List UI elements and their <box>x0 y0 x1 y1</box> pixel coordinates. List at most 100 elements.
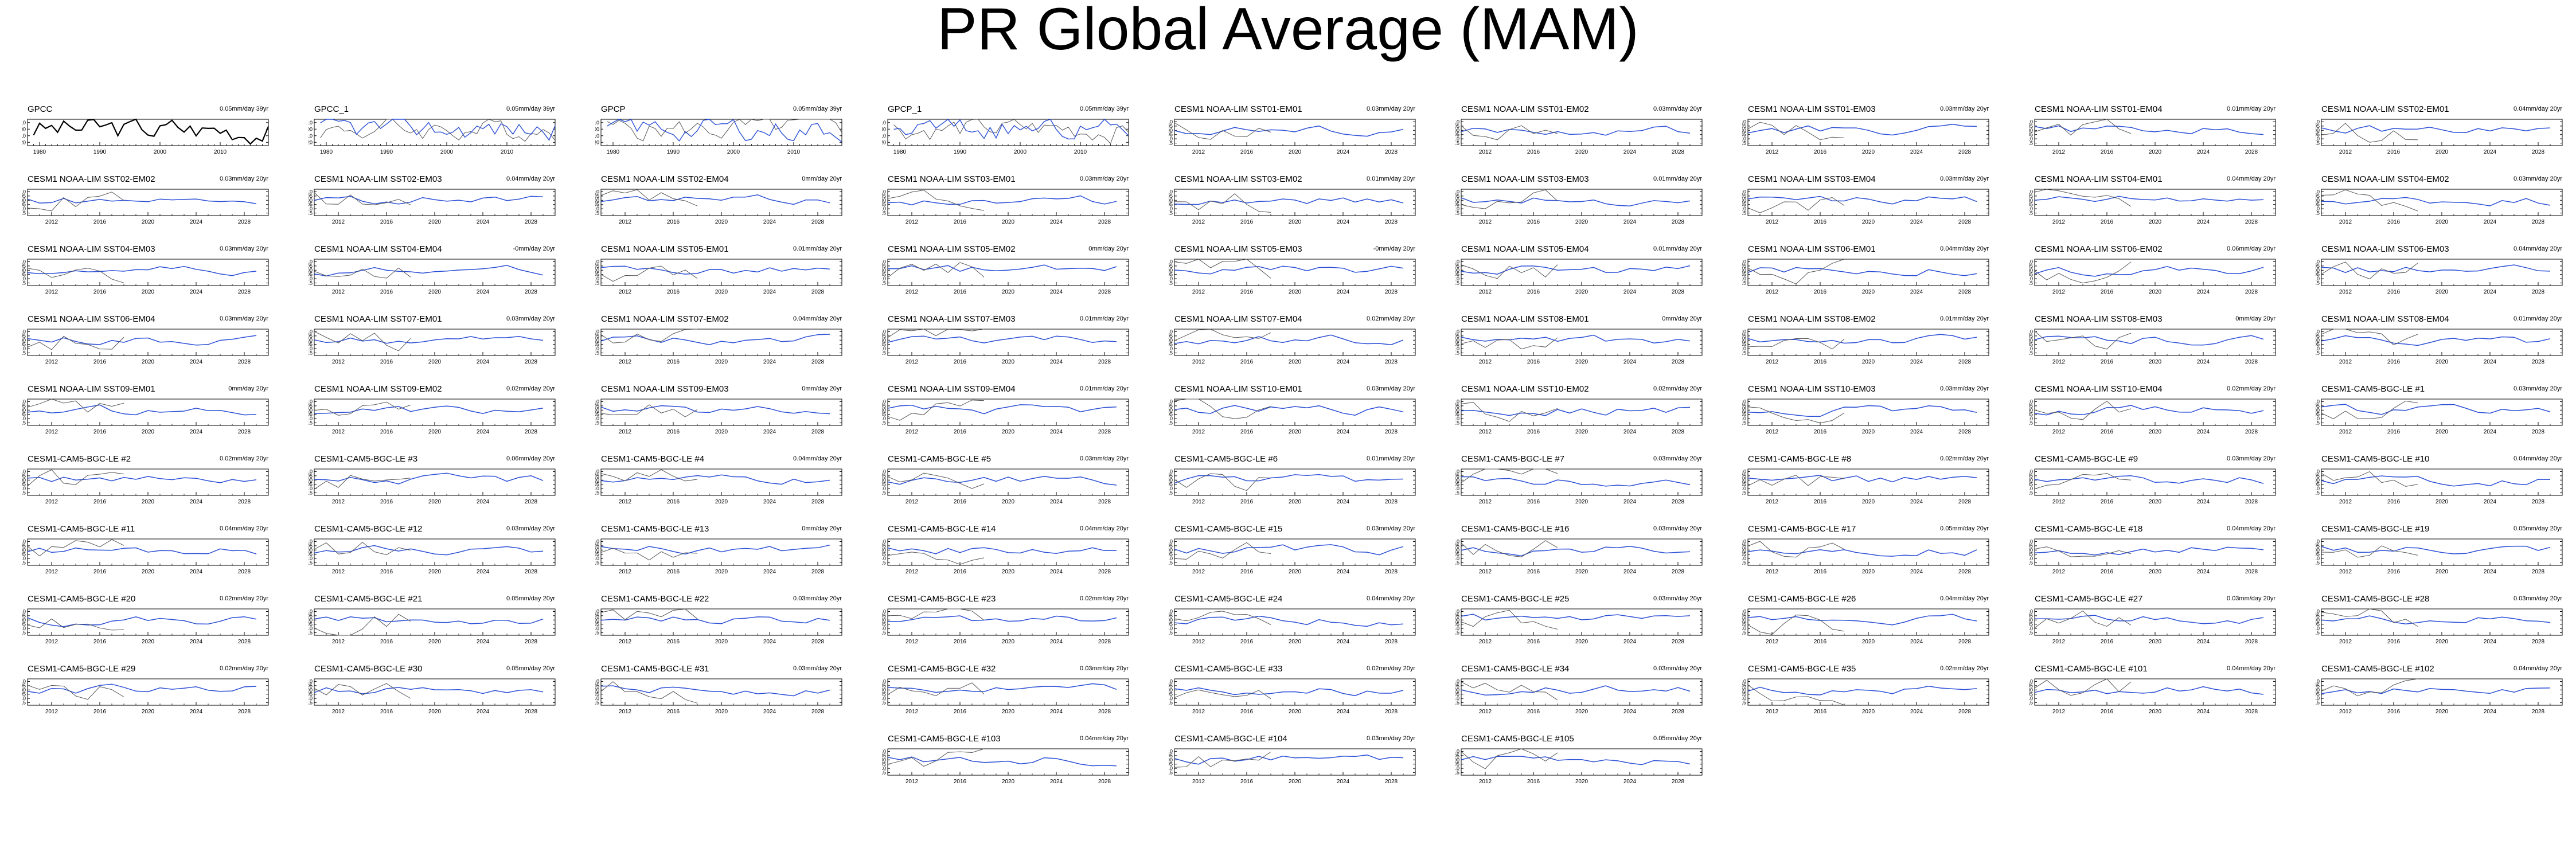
y-tick-label: 0.00 <box>1455 197 1459 203</box>
y-tick-label: 0.10 <box>1455 678 1459 684</box>
plot-frame <box>27 119 269 146</box>
chart-panel: CESM1 NOAA-LIM SST01-EM04 0.01mm/day 20yr… <box>2029 103 2276 172</box>
y-tick-label: 0.00 <box>595 267 599 273</box>
model-series-line <box>2321 687 2551 694</box>
y-tick-label: -0.15 <box>2316 280 2320 286</box>
x-tick-label: 2016 <box>2101 639 2114 645</box>
y-tick-label: -0.05 <box>2029 552 2033 557</box>
model-series-line <box>887 615 1117 622</box>
reference-series-line <box>887 608 985 621</box>
x-tick-label: 2012 <box>332 709 345 715</box>
x-tick-label: 2016 <box>1527 639 1540 645</box>
x-tick-label: 2012 <box>2339 709 2352 715</box>
x-tick-label: 2016 <box>1814 639 1827 645</box>
x-tick-label: 2028 <box>1098 709 1111 715</box>
panel-plot: 0.100.050.00-0.05-0.10-0.15 2012 2016 2020 2… <box>1169 189 1416 225</box>
y-tick-label: 0.05 <box>595 683 599 689</box>
x-tick-label: 2016 <box>1814 499 1827 505</box>
y-tick-label: 0.00 <box>1455 617 1459 623</box>
reference-series-line <box>1747 197 1845 213</box>
model-series-line <box>27 547 257 554</box>
y-tick-label: 0.05 <box>2029 613 2033 619</box>
x-tick-label: 2024 <box>763 639 776 645</box>
x-tick-label: 2016 <box>667 429 680 435</box>
x-tick-label: 2016 <box>2387 709 2401 715</box>
x-tick-label: 2012 <box>2339 359 2352 365</box>
x-tick-label: 2016 <box>380 639 393 645</box>
y-tick-label: 0.05 <box>2316 123 2320 129</box>
panel-trend-label: 0.04mm/day 20yr <box>1940 595 1989 602</box>
model-series-line <box>2034 546 2264 556</box>
x-tick-label: 2028 <box>2532 569 2545 575</box>
x-tick-label: 2012 <box>1479 569 1492 575</box>
y-tick-label: -0.05 <box>2029 202 2033 208</box>
x-tick-label: 2016 <box>667 359 680 365</box>
plot-frame <box>2321 468 2563 496</box>
x-tick-label: 2028 <box>2245 709 2258 715</box>
y-tick-label: 0.05 <box>1455 683 1459 689</box>
y-tick-label: 0.10 <box>22 398 26 404</box>
chart-panel: CESM1-CAM5-BGC-LE #25 0.03mm/day 20yr 0.10… <box>1455 593 1703 662</box>
y-tick-label: 0.00 <box>2029 197 2033 203</box>
y-tick-label: 0.10 <box>882 538 886 544</box>
x-tick-label: 2024 <box>763 569 776 575</box>
panel-trend-label: 0.05mm/day 39yr <box>793 106 842 112</box>
x-tick-label: 2016 <box>1240 149 1254 155</box>
y-tick-label: -0.15 <box>1169 420 1173 426</box>
reference-series-line <box>2034 331 2132 350</box>
chart-panel: CESM1 NOAA-LIM SST07-EM03 0.01mm/day 20yr… <box>882 313 1129 382</box>
x-tick-label: 2016 <box>1240 779 1254 785</box>
chart-panel: CESM1-CAM5-BGC-LE #26 0.04mm/day 20yr 0.10… <box>1742 593 1989 662</box>
y-tick-label: -0.15 <box>595 630 599 636</box>
y-tick-label: -0.15 <box>2029 560 2033 566</box>
y-tick-label: -0.05 <box>1169 412 1173 417</box>
x-tick-label: 2012 <box>45 499 58 505</box>
reference-series-line <box>2321 329 2418 346</box>
y-tick-label: -0.05 <box>2316 272 2320 278</box>
y-tick-label: 0.05 <box>2029 123 2033 129</box>
y-tick-label: -0.15 <box>22 490 26 496</box>
panel-plot: 0.100.050.00-0.05-0.10-0.15 2012 2016 2020 2… <box>595 329 842 365</box>
reference-series-line <box>2034 473 2132 490</box>
y-tick-label: 0.05 <box>1169 263 1173 269</box>
y-tick-label: -0.10 <box>882 133 886 139</box>
x-tick-label: 2016 <box>954 359 967 365</box>
y-tick-label: 0.05 <box>595 613 599 619</box>
panel-title: CESM1 NOAA-LIM SST10-EM04 <box>2035 384 2163 394</box>
panel-plot: 0.100.050.00-0.05-0.10-0.15 2012 2016 2020 2… <box>309 608 556 645</box>
y-tick-label: -0.05 <box>22 412 26 417</box>
panel-plot: 0.100.050.00-0.05-0.10-0.15 2012 2016 2020 2… <box>2029 678 2276 715</box>
panel-trend-label: 0.03mm/day 20yr <box>506 315 555 322</box>
reference-series-line <box>1461 748 1558 769</box>
panel-title: CESM1 NOAA-LIM SST09-EM02 <box>314 384 442 394</box>
x-tick-label: 2024 <box>2484 709 2497 715</box>
x-tick-label: 2028 <box>1098 639 1111 645</box>
reference-series-line <box>1174 398 1271 419</box>
model-series-line <box>314 405 544 414</box>
x-tick-label: 2016 <box>1814 709 1827 715</box>
y-tick-label: -0.15 <box>2316 140 2320 146</box>
y-tick-label: 0.05 <box>1169 543 1173 549</box>
y-tick-label: -0.05 <box>1742 482 1746 487</box>
y-tick-label: 0.05 <box>2316 543 2320 549</box>
y-tick-label: -0.05 <box>1455 412 1459 417</box>
model-series-line <box>2034 475 2264 484</box>
x-tick-label: 1990 <box>954 149 967 155</box>
panel-title: CESM1 NOAA-LIM SST09-EM04 <box>888 384 1016 394</box>
reference-series-line <box>600 469 698 482</box>
y-tick-label: 0.00 <box>2029 547 2033 553</box>
panel-plot: 0.100.00-0.10-0.20 1980 1990 2000 2010 <box>595 119 842 155</box>
chart-panel: CESM1-CAM5-BGC-LE #30.06mm/day 20yr0.100… <box>309 453 556 522</box>
reference-series-line <box>600 548 698 561</box>
x-tick-label: 2012 <box>619 709 632 715</box>
chart-panel: GPCP_1 0.05mm/day 39yr 0.100.00-0.10-0.20 1… <box>882 103 1129 172</box>
y-tick-label: -0.10 <box>1455 206 1459 212</box>
x-tick-label: 2012 <box>2052 429 2066 435</box>
x-tick-label: 2024 <box>2197 149 2210 155</box>
y-tick-label: -0.05 <box>595 202 599 208</box>
panel-trend-label: 0.03mm/day 20yr <box>220 245 268 252</box>
y-tick-label: -0.05 <box>1169 272 1173 278</box>
y-tick-label: -0.10 <box>309 346 313 351</box>
y-tick-label: -0.10 <box>2316 626 2320 631</box>
x-tick-label: 2012 <box>905 569 919 575</box>
